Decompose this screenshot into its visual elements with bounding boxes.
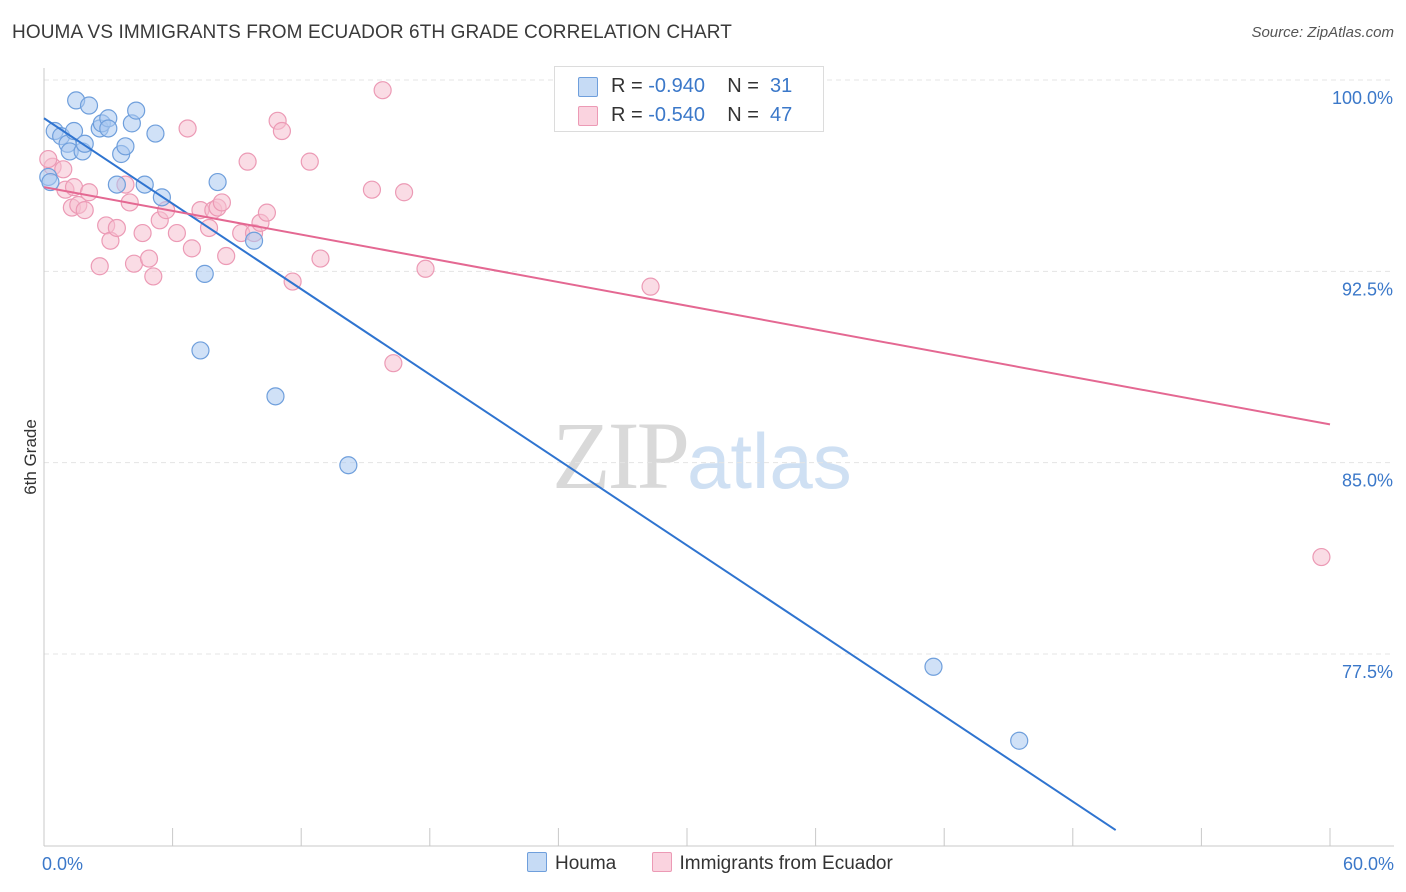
y-tick-label: 92.5% [1342,279,1393,299]
ecuador-point [416,259,435,278]
ecuador-point [54,160,73,179]
ecuador-point [144,267,163,286]
ecuador-point [257,203,277,222]
trend-lines [43,117,1331,831]
ecuador-r-label: R = [611,104,643,126]
source-note: Source: ZipAtlas.com [1251,24,1394,41]
ecuador-point [39,149,58,169]
y-tick-label: 77.5% [1342,662,1393,682]
houma-point [244,231,264,250]
ecuador-swatch [578,106,598,126]
y-tick-label: 85.0% [1342,471,1393,491]
houma-point [116,137,135,156]
houma-point [195,264,214,283]
ecuador-point [75,201,94,220]
stats-legend: R = -0.940 N = 31 R = -0.540 N = 47 [554,66,824,132]
y-tick-label: 100.0% [1332,88,1393,108]
houma-legend-swatch [527,852,547,872]
houma-point [79,96,99,115]
houma-point [41,172,60,192]
houma-n-label: N = [727,75,759,97]
houma-r-label: R = [611,75,643,97]
axes [43,68,1394,847]
x-tick-label-min: 0.0% [42,854,83,874]
houma-point [99,119,118,138]
x-ticks [43,828,1331,846]
legend-item-ecuador[interactable]: Immigrants from Ecuador [651,852,893,875]
ecuador-n-label: N = [727,104,759,126]
houma-point [127,101,146,120]
chart-title: HOUMA VS IMMIGRANTS FROM ECUADOR 6TH GRA… [12,22,732,43]
ecuador-point [217,246,236,266]
legend-item-houma[interactable]: Houma [527,852,616,875]
houma-points [39,91,1029,750]
houma-point [146,124,165,143]
ecuador-point [300,152,319,171]
ecuador-point [167,223,186,243]
houma-n-value: 31 [770,75,793,97]
ecuador-point [373,81,392,100]
ecuador-point [641,277,660,296]
houma-r-value: -0.940 [648,75,705,97]
houma-trend-line [43,117,1117,831]
ecuador-points [39,81,1331,567]
ecuador-point [362,180,382,199]
houma-swatch [578,77,598,97]
ecuador-point [90,257,109,276]
legend-row-ecuador: R = -0.540 N = 47 [555,100,823,130]
series-legend: Houma Immigrants from Ecuador [527,852,923,875]
y-tick-labels: 77.5% 85.0% 92.5% 100.0% [1332,88,1393,682]
ecuador-point [212,193,231,212]
ecuador-r-value: -0.540 [648,104,705,126]
houma-point [191,341,210,360]
ecuador-point [1312,547,1331,567]
ecuador-point [272,121,292,141]
houma-legend-label: Houma [555,853,617,874]
legend-row-houma: R = -0.940 N = 31 [555,71,823,101]
ecuador-point [238,152,257,171]
ecuador-point [133,223,152,243]
ecuador-trend-line [43,186,1331,426]
houma-point [208,172,227,192]
ecuador-point [107,218,126,238]
ecuador-point [384,354,403,373]
houma-point [339,456,358,475]
ecuador-point [394,183,414,202]
houma-point [924,657,943,676]
ecuador-point [311,249,330,268]
houma-point [266,387,285,406]
x-tick-label-max: 60.0% [1343,854,1394,874]
ecuador-legend-label: Immigrants from Ecuador [679,853,893,874]
ecuador-stats: R = -0.540 N = 47 [611,104,792,127]
houma-stats: R = -0.940 N = 31 [611,75,792,98]
y-axis-title: 6th Grade [21,419,40,495]
ecuador-point [182,239,201,258]
ecuador-point [178,119,197,138]
ecuador-n-value: 47 [770,104,793,126]
houma-point [1010,731,1029,750]
ecuador-point [139,249,159,268]
ecuador-legend-swatch [651,852,672,872]
houma-point [107,175,126,194]
ecuador-point [79,183,99,202]
